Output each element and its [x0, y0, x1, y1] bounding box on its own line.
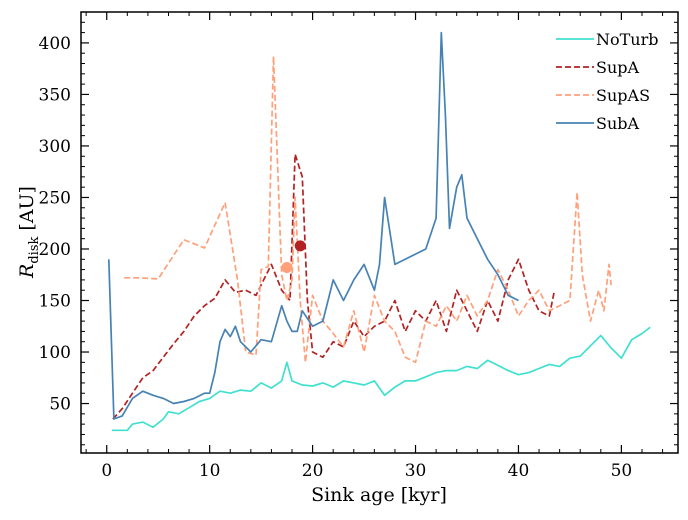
marker-supas	[281, 262, 293, 274]
y-axis-label-main: R	[16, 264, 38, 279]
legend: NoTurb SupA SupAS SubA	[556, 30, 659, 133]
y-axis-label-sub: disk	[27, 237, 42, 264]
legend-label-noturb: NoTurb	[596, 30, 659, 49]
y-tick-label: 250	[39, 188, 71, 208]
y-tick-label: 50	[49, 395, 71, 415]
legend-label-supa: SupA	[596, 58, 640, 77]
series-line-noturb	[111, 326, 651, 432]
x-tick-label: 0	[101, 461, 112, 481]
y-axis-label: Rdisk [AU]	[16, 186, 42, 279]
x-tick-label: 30	[405, 461, 427, 481]
series-line-supas	[124, 55, 612, 364]
y-tick-label: 100	[39, 343, 71, 363]
y-tick-label: 400	[39, 34, 71, 54]
legend-label-supas: SupAS	[596, 86, 650, 105]
x-tick-label: 40	[508, 461, 530, 481]
plot-frame	[80, 11, 679, 454]
axis-ticks: 0 10 20 30 40 50 50 100 150 200 250 300 350 400	[39, 12, 678, 481]
y-tick-label: 150	[39, 292, 71, 312]
y-axis-label-unit: [AU]	[16, 186, 38, 237]
x-tick-label: 20	[302, 461, 324, 481]
series-line-supa	[112, 153, 556, 420]
y-tick-label: 300	[39, 137, 71, 157]
legend-label-suba: SubA	[596, 114, 640, 133]
x-tick-label: 50	[611, 461, 633, 481]
series-lines	[107, 31, 651, 432]
y-tick-label: 350	[39, 85, 71, 105]
marker-supa	[294, 240, 306, 252]
y-tick-label: 200	[39, 240, 71, 260]
x-tick-label: 10	[199, 461, 221, 481]
series-line-suba	[107, 31, 519, 420]
highlight-markers	[281, 240, 306, 274]
x-axis-label: Sink age [kyr]	[311, 484, 447, 506]
